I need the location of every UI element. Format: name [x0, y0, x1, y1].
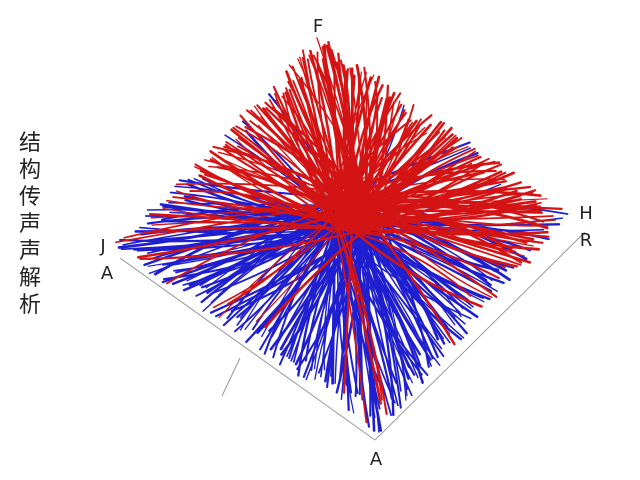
- fiber: [239, 114, 339, 230]
- fiber: [356, 223, 395, 417]
- fiber: [296, 220, 365, 371]
- fiber: [316, 51, 343, 213]
- fiber: [285, 87, 350, 234]
- fiber: [284, 91, 333, 220]
- fiber: [309, 49, 340, 228]
- fiber: [368, 195, 545, 223]
- fiber: [312, 54, 365, 219]
- title-glyph: 传: [19, 185, 41, 210]
- fiber: [329, 132, 428, 213]
- fiber: [253, 105, 360, 215]
- fiber: [235, 125, 334, 205]
- title-glyph: 构: [19, 158, 41, 183]
- fiber: [306, 58, 356, 215]
- axis-label: R: [580, 230, 593, 251]
- title-glyph: 结: [19, 131, 41, 156]
- fiber: [350, 228, 483, 308]
- title-glyph: 声: [19, 239, 41, 264]
- axis-tick: [221, 357, 241, 397]
- fiber: [354, 205, 563, 212]
- fiber: [350, 193, 456, 346]
- axis-label: H: [579, 203, 593, 224]
- fiber: [338, 219, 383, 401]
- axis-edge: [119, 257, 376, 441]
- fiber: [360, 201, 549, 227]
- fiber: [302, 49, 335, 197]
- title-glyph: 解: [19, 266, 41, 291]
- fiber: [361, 189, 542, 199]
- axis-label: A: [370, 449, 383, 470]
- fiber: [227, 197, 349, 305]
- fiber: [366, 203, 493, 299]
- fiber: [316, 62, 365, 234]
- title: 结构传声声解析: [19, 131, 41, 318]
- fiber: [316, 37, 369, 213]
- fiber-field: [115, 37, 569, 433]
- fiber: [209, 150, 343, 228]
- fiber: [349, 178, 506, 201]
- fiber: [162, 207, 357, 230]
- fiber: [264, 225, 370, 329]
- axis-label: A: [101, 263, 114, 284]
- fiber: [272, 85, 334, 197]
- fiber: [224, 143, 342, 230]
- fiber: [354, 209, 543, 214]
- fiber: [342, 225, 354, 394]
- fiber: [367, 227, 549, 236]
- fiber: [351, 231, 472, 297]
- axis-edge: [374, 231, 586, 441]
- title-glyph: 析: [19, 293, 41, 318]
- fiber: [349, 216, 534, 247]
- title-glyph: 声: [19, 212, 41, 237]
- fiber: [334, 119, 412, 200]
- fiber: [291, 65, 354, 201]
- fiber: [363, 219, 407, 401]
- fiber: [333, 215, 368, 424]
- fiber: [139, 227, 371, 261]
- fiber: [362, 210, 498, 299]
- fiber: [337, 227, 383, 405]
- axis-label: F: [313, 16, 323, 37]
- fiber: [359, 194, 525, 257]
- fiber: [363, 223, 402, 409]
- fiber: [360, 194, 523, 264]
- fiber: [268, 99, 334, 229]
- axis-label: J: [99, 236, 105, 257]
